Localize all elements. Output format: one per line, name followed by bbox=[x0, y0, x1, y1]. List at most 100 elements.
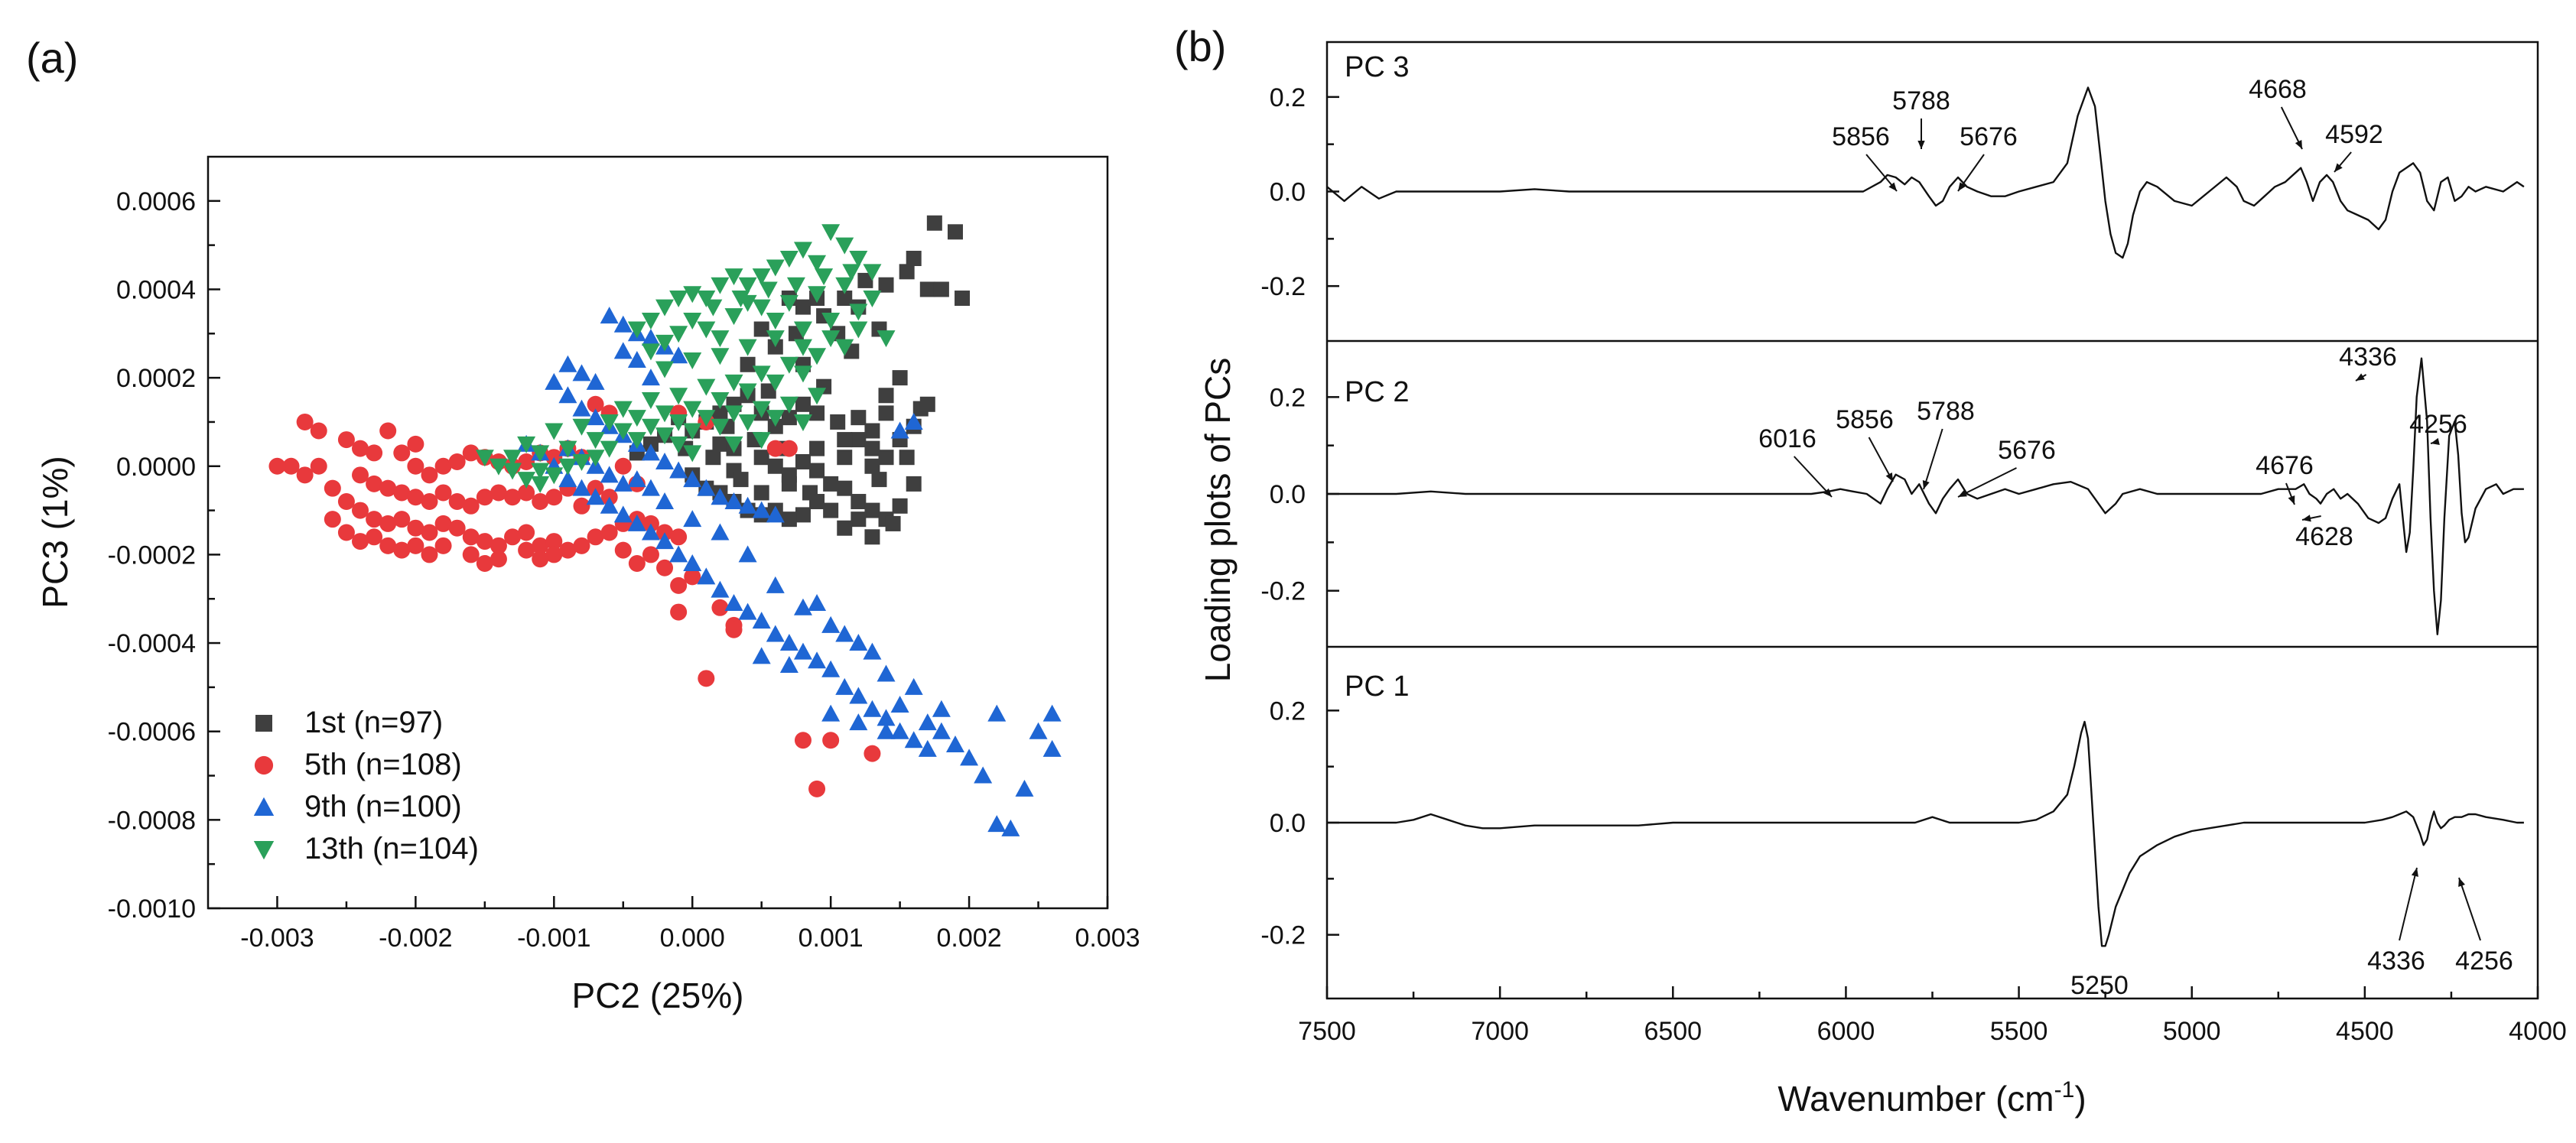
y-tick-label: -0.2 bbox=[1260, 577, 1306, 606]
data-point bbox=[704, 299, 723, 317]
data-point bbox=[683, 470, 702, 488]
data-point bbox=[725, 621, 743, 638]
data-point bbox=[793, 598, 812, 615]
data-point bbox=[352, 502, 369, 519]
data-point bbox=[531, 463, 550, 480]
data-point bbox=[613, 423, 633, 440]
data-point bbox=[518, 541, 535, 559]
peak-annotation: 5676 bbox=[1960, 122, 2018, 151]
data-point bbox=[849, 321, 868, 339]
data-point bbox=[517, 472, 536, 489]
data-point bbox=[421, 466, 438, 484]
data-point bbox=[793, 339, 812, 356]
data-point bbox=[711, 392, 730, 410]
data-point bbox=[600, 524, 618, 541]
peak-annotation: 6016 bbox=[1758, 424, 1817, 453]
data-point bbox=[572, 479, 591, 496]
y-tick-label: 0.0 bbox=[1270, 480, 1306, 509]
data-point bbox=[766, 625, 785, 642]
data-point bbox=[613, 474, 633, 492]
annotation-arrow bbox=[1923, 428, 1943, 490]
data-point bbox=[366, 528, 383, 546]
data-point bbox=[407, 457, 424, 475]
data-point bbox=[808, 594, 827, 612]
x-tick-label: 4000 bbox=[2509, 1017, 2567, 1046]
data-point bbox=[712, 436, 728, 452]
legend-label: 13th (n=104) bbox=[304, 832, 479, 865]
data-point bbox=[906, 476, 922, 492]
data-point bbox=[823, 476, 839, 492]
data-point bbox=[864, 502, 880, 518]
data-point bbox=[572, 453, 591, 471]
data-point bbox=[821, 224, 841, 242]
data-point bbox=[531, 445, 550, 463]
data-point bbox=[613, 315, 633, 333]
data-point bbox=[947, 224, 963, 240]
data-point bbox=[863, 642, 882, 660]
data-point bbox=[600, 496, 619, 514]
data-point bbox=[752, 647, 771, 664]
data-point bbox=[352, 533, 369, 550]
data-point bbox=[545, 467, 564, 485]
data-point bbox=[837, 291, 853, 307]
data-point bbox=[531, 476, 550, 493]
data-point bbox=[892, 498, 908, 514]
y-tick-label: 0.0000 bbox=[116, 453, 196, 482]
data-point bbox=[310, 422, 327, 440]
data-point bbox=[766, 330, 785, 348]
data-point bbox=[752, 432, 771, 450]
data-point bbox=[503, 463, 522, 480]
data-point bbox=[857, 272, 873, 288]
data-point bbox=[683, 423, 702, 440]
data-point bbox=[627, 432, 646, 450]
annotation-arrowhead bbox=[1917, 140, 1925, 149]
data-point bbox=[586, 488, 605, 505]
data-point bbox=[572, 399, 591, 417]
data-point bbox=[987, 704, 1007, 722]
data-point bbox=[586, 408, 605, 426]
data-point bbox=[600, 466, 619, 483]
data-point bbox=[683, 401, 702, 418]
data-point bbox=[821, 704, 841, 722]
loading-plots: 7500 7000 6500 6000 5500 5000 4500 4000 -0.2 0.0 0… bbox=[1198, 41, 2567, 1119]
data-point bbox=[586, 450, 605, 467]
data-point bbox=[779, 294, 798, 312]
data-point bbox=[890, 696, 909, 713]
data-point bbox=[837, 480, 853, 496]
data-point bbox=[821, 330, 841, 348]
data-point bbox=[711, 488, 730, 505]
data-point bbox=[324, 511, 341, 528]
data-point bbox=[974, 766, 993, 784]
data-point bbox=[627, 470, 646, 488]
data-point bbox=[476, 533, 493, 550]
data-point bbox=[795, 299, 811, 315]
legend-marker bbox=[253, 841, 275, 860]
data-point bbox=[815, 268, 834, 286]
data-point bbox=[614, 541, 632, 559]
data-point bbox=[656, 559, 674, 576]
data-point bbox=[724, 436, 743, 453]
data-point bbox=[779, 250, 798, 268]
wavenumber-label-sup: -1 bbox=[2054, 1077, 2075, 1102]
data-point bbox=[683, 312, 702, 330]
annotation-arrowhead bbox=[1958, 182, 1966, 191]
data-point bbox=[849, 713, 868, 731]
data-point bbox=[558, 458, 577, 476]
data-point bbox=[655, 299, 675, 317]
data-point bbox=[641, 312, 660, 330]
data-point bbox=[641, 523, 660, 541]
data-point bbox=[545, 546, 563, 563]
loading-ticks: 7500 7000 6500 6000 5500 5000 4500 4000 -0.2 0.0 0… bbox=[1260, 51, 2566, 1046]
data-point bbox=[766, 374, 785, 391]
y-tick-label: -0.2 bbox=[1260, 272, 1306, 301]
data-point bbox=[600, 414, 619, 431]
data-point bbox=[752, 365, 771, 383]
data-point bbox=[407, 519, 424, 537]
data-point bbox=[945, 735, 964, 753]
loading-line-pc1 bbox=[1327, 720, 2524, 947]
panel-label-b: (b) bbox=[1174, 22, 1226, 70]
data-point bbox=[434, 484, 452, 502]
data-point bbox=[842, 264, 861, 281]
peak-annotation: 4676 bbox=[2256, 451, 2314, 480]
